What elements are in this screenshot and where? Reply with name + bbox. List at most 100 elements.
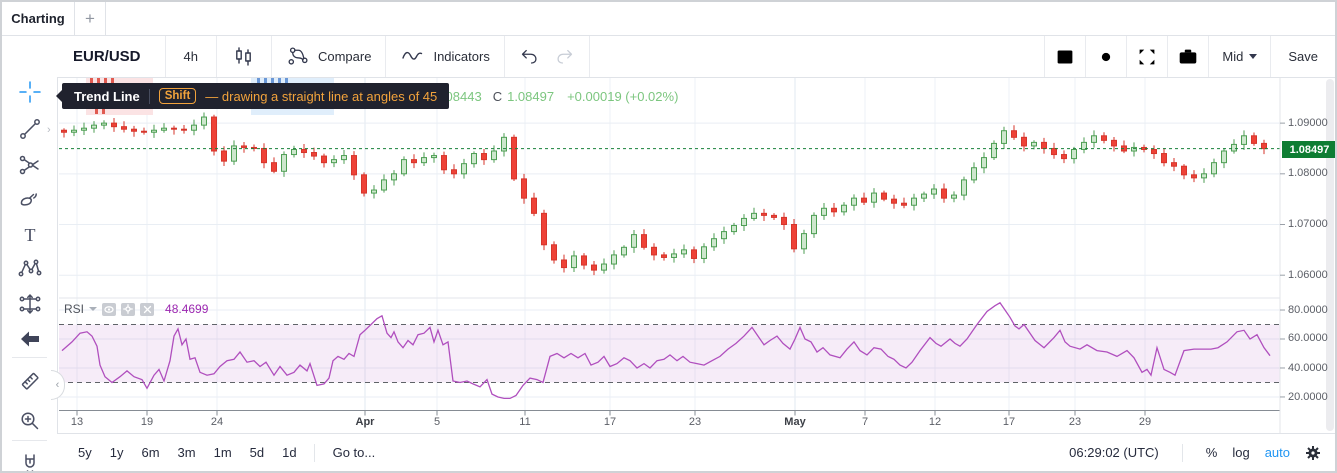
camera-icon [1180,49,1197,63]
settings-gear-icon [1098,48,1115,65]
settings-gear-icon[interactable] [1305,445,1321,461]
layout-button[interactable] [1044,36,1085,77]
rsi-line [61,301,1271,400]
date-label: 24 [210,416,224,428]
range-1d[interactable]: 1d [282,445,297,460]
brush-icon [20,192,37,206]
axis-scroll-strip[interactable] [1326,79,1334,431]
ruler-icon [21,372,38,389]
close-icon [143,305,151,313]
shift-key-badge: Shift [158,88,197,104]
rsi-tick: 20.0000 [1288,391,1328,403]
symbol-button[interactable]: EUR/USD [73,48,141,65]
magnet-tool-button[interactable] [13,447,46,471]
candlestick-series [61,112,1267,276]
percent-scale-toggle[interactable]: % [1205,445,1218,460]
text-tool-button[interactable]: T [13,218,46,251]
trend-line-submenu-chevron[interactable]: › [47,124,51,136]
legend-change: +0.00019 (+0.02%) [567,89,679,104]
snapshot-button[interactable] [1167,36,1208,77]
interval-button[interactable]: 4h [183,49,198,64]
indicators-button[interactable]: Indicators [386,36,503,77]
measure-tool-button[interactable] [13,364,46,397]
fullscreen-icon [1140,49,1155,64]
rsi-label[interactable]: RSI [64,302,85,316]
compare-icon [288,47,308,65]
date-label: 29 [1138,416,1152,428]
save-button[interactable]: Save [1270,36,1335,77]
tooltip-title: Trend Line [74,88,140,104]
last-price-badge: 1.08497 [1282,141,1335,158]
price-tick: 1.07000 [1288,218,1328,230]
add-tab-button[interactable]: + [75,2,106,35]
history-controls [505,36,589,77]
rsi-tick: 80.0000 [1288,304,1328,316]
price-tick: 1.09000 [1288,117,1328,129]
undo-icon[interactable] [517,45,541,69]
layout-square-icon [1058,50,1073,63]
price-source-dropdown[interactable]: Mid [1208,36,1270,77]
range-6m[interactable]: 6m [141,445,160,460]
chart-style-button[interactable] [217,36,271,77]
indicators-icon [402,51,423,60]
price-tick: 1.08000 [1288,167,1328,179]
range-5d[interactable]: 5d [249,445,265,460]
forecast-tool-button[interactable] [13,287,46,320]
date-label-month: May [784,416,806,428]
rsi-close-button[interactable] [140,302,155,316]
date-label: 11 [519,416,531,428]
rsi-visibility-button[interactable] [102,302,117,316]
pitchfork-tool-button[interactable] [13,148,46,181]
caret-down-icon[interactable] [89,307,98,311]
date-label: 19 [140,416,154,428]
date-label: 23 [1068,416,1082,428]
auto-scale-toggle[interactable]: auto [1264,445,1290,460]
bottom-toolbar: 5y 1y 6m 3m 1m 5d 1d Go to... 06:29:02 (… [57,433,1335,471]
legend-close-value: 1.08497 [507,89,555,104]
chart-settings-button[interactable] [1085,36,1126,77]
log-scale-toggle[interactable]: log [1232,445,1250,460]
chart-toolbar: EUR/USD 4h Compare Indicators [57,36,1335,78]
svg-text:T: T [24,225,35,245]
range-3m[interactable]: 3m [177,445,196,460]
date-label: 17 [603,416,617,428]
trend-line-tool-button[interactable] [13,112,46,145]
range-1m[interactable]: 1m [213,445,232,460]
rsi-tick: 60.0000 [1288,332,1328,344]
brush-tool-button[interactable] [13,183,46,216]
range-1y[interactable]: 1y [109,445,124,460]
pattern-tool-button[interactable] [13,252,46,285]
sidebar-divider [12,440,47,441]
crosshair-tool-button[interactable] [13,75,46,108]
forecast-icon [19,293,40,314]
redo-icon [557,49,572,64]
date-label: 5 [433,416,441,428]
zoom-in-tool-button[interactable] [13,404,46,437]
date-label: 13 [70,416,84,428]
trend-line-icon [19,118,40,139]
fullscreen-button[interactable] [1126,36,1167,77]
tab-charting[interactable]: Charting [2,2,75,35]
goto-date-button[interactable]: Go to... [332,445,376,460]
range-5y[interactable]: 5y [78,445,92,460]
compare-button[interactable]: Compare [272,36,385,77]
clock[interactable]: 06:29:02 (UTC) [1069,445,1159,460]
back-arrow-button[interactable] [13,322,46,355]
crosshair-icon [18,80,41,103]
rsi-settings-button[interactable] [121,302,136,316]
rsi-pane-header: RSI 48.4699 [64,302,208,316]
trend-line-tooltip: Trend Line Shift — drawing a straight li… [62,83,450,109]
tooltip-text: — drawing a straight line at angles of 4… [205,88,438,104]
date-label: 23 [688,416,702,428]
date-label: 7 [861,416,869,428]
magnet-icon [24,453,35,471]
candlestick-style-icon [236,46,251,66]
rsi-value: 48.4699 [165,302,209,316]
zoom-in-icon [20,411,38,429]
tab-bar: Charting + [2,2,1335,36]
text-icon: T [24,225,35,245]
date-label-month: Apr [355,416,375,428]
rsi-tick: 40.0000 [1288,362,1328,374]
